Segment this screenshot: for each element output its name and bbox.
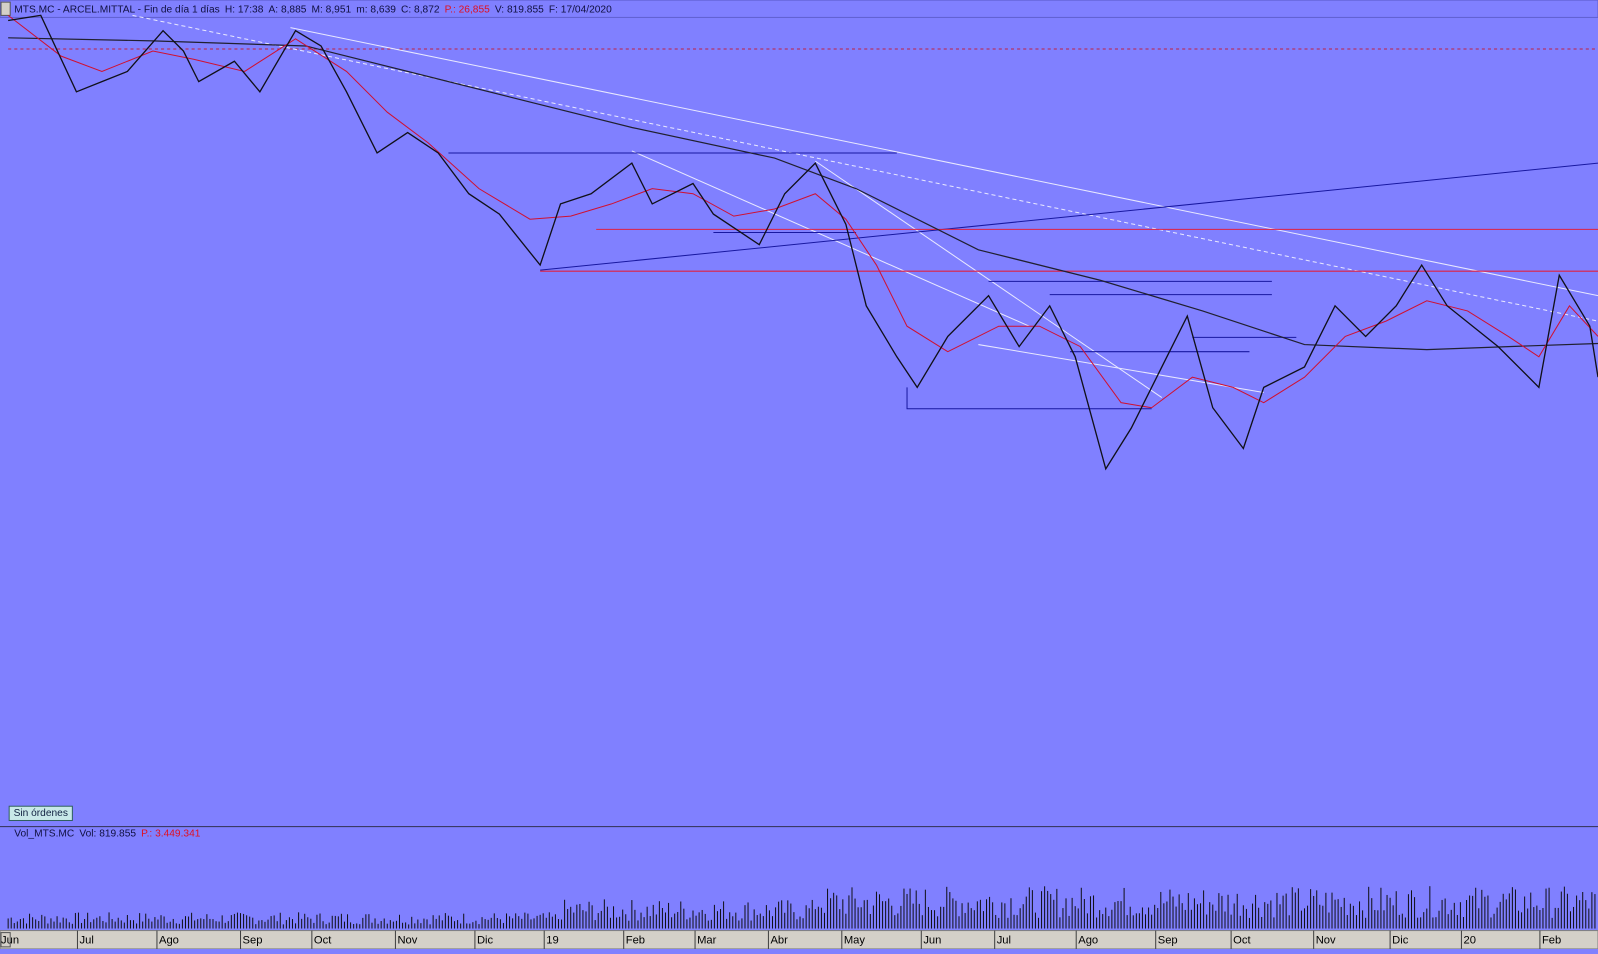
- fast-average: [7, 14, 1598, 409]
- header-field: V: 819.855: [495, 4, 544, 15]
- trend-line: [978, 344, 1264, 393]
- box-lines: [448, 152, 1297, 410]
- header-field: m: 8,639: [356, 4, 396, 15]
- x-axis: Jun Jul Ago Sep Oct Nov Dic 19 Feb Mar Abr May Jun Ju…: [1, 930, 1561, 949]
- header-field: P.: 26,855: [445, 4, 490, 15]
- x-tick-label: Nov: [1316, 935, 1336, 947]
- x-tick-label: Jul: [997, 935, 1011, 947]
- x-tick-label: Jul: [79, 935, 93, 947]
- x-tick-label: Sep: [1158, 935, 1178, 947]
- header-field: H: 17:38: [225, 4, 264, 15]
- x-tick-label: Ago: [1078, 935, 1098, 947]
- scroll-button[interactable]: [0, 932, 11, 948]
- x-tick-label: Feb: [1542, 935, 1561, 947]
- trend-line: [290, 27, 1598, 297]
- x-tick-label: May: [844, 935, 866, 947]
- header-field: Vol: 819.855: [79, 828, 136, 839]
- header-field: A: 8,885: [268, 4, 306, 15]
- x-tick-label: 19: [546, 935, 558, 947]
- trend-line: [815, 160, 1163, 398]
- x-tick-label: Feb: [626, 935, 645, 947]
- header-field: M: 8,951: [312, 4, 352, 15]
- header-field: P.: 3.449.341: [141, 828, 201, 839]
- slow-average: [8, 37, 1598, 351]
- header-text: MTS.MC - ARCEL.MITTAL - Fin de día 1 día…: [14, 4, 612, 15]
- x-tick-label: Nov: [397, 935, 417, 947]
- x-tick-label: Oct: [314, 935, 332, 947]
- header-field: Vol_MTS.MC: [14, 828, 74, 839]
- x-tick-label: Mar: [697, 935, 717, 947]
- x-tick-label: Dic: [477, 935, 494, 947]
- volume-header: Vol_MTS.MC Vol: 819.855 P.: 3.449.341: [14, 828, 200, 839]
- orders-button[interactable]: [8, 805, 73, 822]
- header-field: F: 17/04/2020: [549, 4, 612, 15]
- x-tick-label: Abr: [770, 935, 788, 947]
- trend-line: [540, 162, 1598, 271]
- header-bar: [0, 0, 1598, 18]
- x-tick-label: Jun: [1, 935, 19, 947]
- price-path: [8, 14, 1598, 471]
- volume-bars: [7, 886, 1596, 929]
- menu-button[interactable]: [0, 1, 11, 16]
- x-tick-label: Ago: [159, 935, 179, 947]
- x-tick-label: Sep: [243, 935, 263, 947]
- orders-label[interactable]: Sin órdenes: [14, 808, 68, 819]
- x-tick-label: Dic: [1392, 935, 1409, 947]
- header-field: MTS.MC - ARCEL.MITTAL - Fin de día 1 día…: [14, 4, 220, 15]
- header-field: C: 8,872: [401, 4, 440, 15]
- x-axis-bar: [0, 930, 1598, 950]
- trend-line: [631, 150, 1030, 327]
- x-tick-label: Oct: [1233, 935, 1251, 947]
- x-tick-label: 20: [1463, 935, 1475, 947]
- x-tick-label: Jun: [923, 935, 941, 947]
